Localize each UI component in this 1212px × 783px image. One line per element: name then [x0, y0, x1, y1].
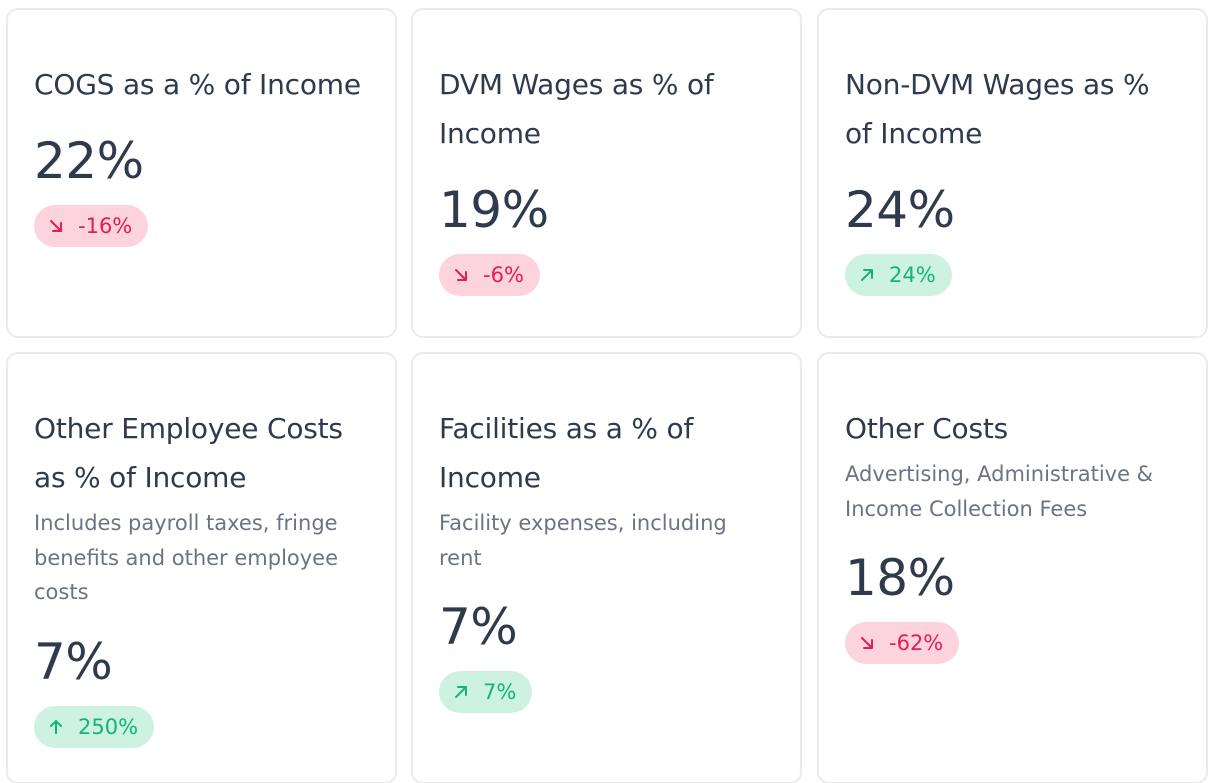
kpi-card-title: Facilities as a % of Income — [439, 412, 694, 494]
kpi-card-value: 24% — [845, 181, 955, 239]
kpi-change-value: -6% — [483, 263, 524, 287]
kpi-card-value: 19% — [439, 181, 549, 239]
kpi-card-title: Other Employee Costs as % of Income — [34, 412, 343, 494]
arrow-up-icon — [48, 719, 64, 735]
kpi-change-badge: -16% — [34, 205, 149, 247]
kpi-change-badge: -6% — [439, 254, 540, 296]
kpi-card-value: 18% — [845, 549, 955, 607]
kpi-card-subtitle: Includes payroll taxes, fringe benefits … — [34, 511, 339, 604]
kpi-card-value: 7% — [439, 598, 518, 656]
kpi-change-value: -16% — [78, 214, 133, 238]
kpi-card-subtitle: Advertising, Administrative & Income Col… — [845, 462, 1154, 521]
kpi-card-other-employee-costs: Other Employee Costs as % of Income Incl… — [6, 352, 397, 783]
kpi-card-dvm-wages: DVM Wages as % of Income 19% -6% — [411, 8, 802, 338]
arrow-down-right-icon — [48, 218, 64, 234]
kpi-card-cogs: COGS as a % of Income 22% -16% — [6, 8, 397, 338]
kpi-change-value: 24% — [889, 263, 936, 287]
arrow-up-right-icon — [453, 684, 469, 700]
kpi-card-title: COGS as a % of Income — [34, 68, 361, 101]
kpi-change-badge: 24% — [845, 254, 952, 296]
kpi-change-badge: 7% — [439, 671, 533, 713]
kpi-card-facilities: Facilities as a % of Income Facility exp… — [411, 352, 802, 783]
arrow-up-right-icon — [859, 267, 875, 283]
kpi-card-value: 22% — [34, 132, 144, 190]
kpi-change-value: 7% — [483, 680, 517, 704]
arrow-down-right-icon — [859, 635, 875, 651]
kpi-change-badge: 250% — [34, 705, 155, 748]
kpi-card-other-costs: Other Costs Advertising, Administrative … — [817, 352, 1208, 783]
kpi-change-value: -62% — [889, 631, 944, 655]
kpi-card-title: Other Costs — [845, 412, 1009, 445]
kpi-card-non-dvm-wages: Non-DVM Wages as % of Income 24% 24% — [817, 8, 1208, 338]
kpi-card-value: 7% — [34, 632, 113, 691]
kpi-card-subtitle: Facility expenses, including rent — [439, 511, 727, 570]
kpi-change-badge: -62% — [845, 622, 960, 664]
kpi-change-value: 250% — [78, 714, 139, 739]
kpi-card-title: Non-DVM Wages as % of Income — [845, 68, 1150, 150]
kpi-card-title: DVM Wages as % of Income — [439, 68, 714, 150]
arrow-down-right-icon — [453, 267, 469, 283]
